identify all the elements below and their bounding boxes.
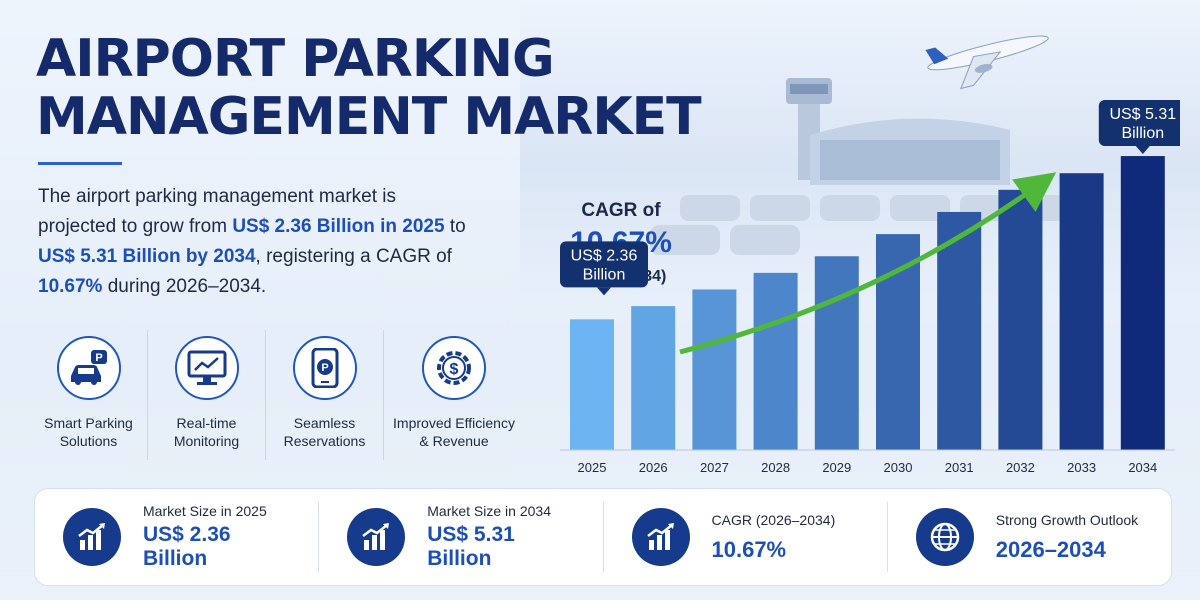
title-line-2: MANAGEMENT MARKET xyxy=(36,87,702,147)
growth-chart-icon xyxy=(631,508,690,566)
callout-text: US$ 2.36 xyxy=(571,247,638,264)
airport-scene-illustration xyxy=(650,35,1090,255)
callout-text: Billion xyxy=(583,266,626,283)
bar-2033 xyxy=(1059,173,1104,450)
stat-market-size-2034: Market Size in 2034 US$ 5.31 Billion xyxy=(319,502,604,572)
feature-label: Smart Parking Solutions xyxy=(44,415,133,449)
title-underline xyxy=(38,162,122,165)
stat-label: Market Size in 2025 xyxy=(143,503,267,519)
page-title: AIRPORT PARKING MANAGEMENT MARKET xyxy=(36,30,716,146)
car-parking-icon: P xyxy=(56,336,121,400)
x-tick-label: 2027 xyxy=(700,460,729,475)
x-tick-label: 2026 xyxy=(639,460,668,475)
bar-2032 xyxy=(998,189,1043,451)
stat-label: CAGR (2026–2034) xyxy=(711,512,836,528)
x-tick-label: 2028 xyxy=(761,460,790,475)
desc-text-3: , registering a CAGR of xyxy=(255,246,452,267)
bar-2026 xyxy=(631,306,676,450)
feature-real-time-monitoring: Real-time Monitoring xyxy=(148,330,266,460)
svg-text:P: P xyxy=(95,352,102,364)
phone-parking-icon: P xyxy=(292,336,357,400)
bar-2028 xyxy=(753,272,798,450)
x-tick-label: 2034 xyxy=(1128,460,1157,475)
x-tick-label: 2030 xyxy=(884,460,913,475)
stat-label: Strong Growth Outlook xyxy=(995,512,1139,528)
bar-2031 xyxy=(937,211,982,450)
feature-improved-efficiency: $ Improved Efficiency & Revenue xyxy=(384,330,524,460)
svg-text:$: $ xyxy=(450,361,459,378)
bar-2027 xyxy=(692,289,737,450)
start-value-callout: US$ 2.36 Billion xyxy=(560,241,648,296)
stat-cagr: CAGR (2026–2034) 10.67% xyxy=(604,502,888,572)
feature-label: Improved Efficiency & Revenue xyxy=(393,415,515,449)
x-tick-label: 2033 xyxy=(1067,460,1096,475)
feature-label: Real-time Monitoring xyxy=(173,415,240,449)
feature-label: Seamless Reservations xyxy=(283,415,366,449)
market-growth-bar-chart: 2025 2026 2027 2028 2029 2030 2031 2032 2033 2034… xyxy=(560,100,1180,475)
callout-box xyxy=(1098,100,1180,147)
growth-trend-arrow xyxy=(679,172,1057,355)
market-description: The airport parking management market is… xyxy=(38,182,478,302)
stat-value: US$ 2.36 Billion xyxy=(143,523,231,570)
callout-text: Billion xyxy=(1121,125,1164,142)
stat-growth-outlook: Strong Growth Outlook 2026–2034 xyxy=(888,502,1171,572)
stat-label: Market Size in 2034 xyxy=(427,503,551,519)
desc-highlight-2034: US$ 5.31 Billion by 2034 xyxy=(38,246,256,267)
feature-row: P Smart Parking Solutions Real-time Moni… xyxy=(30,330,530,460)
desc-text-2: to xyxy=(444,216,466,237)
x-tick-label: 2031 xyxy=(945,460,974,475)
stat-market-size-2025: Market Size in 2025 US$ 2.36 Billion xyxy=(35,502,320,572)
desc-text-4: during 2026–2034. xyxy=(102,276,267,297)
summary-stats-bar: Market Size in 2025 US$ 2.36 Billion Mar… xyxy=(34,488,1172,586)
callout-box xyxy=(560,241,648,288)
dollar-gear-icon: $ xyxy=(422,336,486,400)
callout-pointer xyxy=(597,287,611,296)
cagr-callout-label: CAGR of xyxy=(581,200,661,221)
monitor-chart-icon xyxy=(174,336,239,400)
stat-value: 2026–2034 xyxy=(995,537,1106,562)
stat-value: 10.67% xyxy=(711,537,787,562)
desc-text-1: The airport parking management market is… xyxy=(38,186,396,237)
growth-chart-icon xyxy=(63,508,121,566)
desc-highlight-2025: US$ 2.36 Billion in 2025 xyxy=(232,216,445,237)
feature-seamless-reservations: P Seamless Reservations xyxy=(266,330,384,460)
desc-highlight-cagr: 10.67% xyxy=(38,276,103,297)
svg-text:P: P xyxy=(321,362,328,374)
growth-chart-icon xyxy=(347,508,406,566)
callout-text: US$ 5.31 xyxy=(1109,106,1176,123)
callout-pointer xyxy=(1135,146,1150,155)
x-tick-label: 2032 xyxy=(1006,460,1035,475)
stat-value: US$ 5.31 Billion xyxy=(427,523,515,570)
bar-2025 xyxy=(570,319,614,450)
end-value-callout: US$ 5.31 Billion xyxy=(1098,100,1180,155)
bar-2030 xyxy=(876,234,920,450)
feature-smart-parking: P Smart Parking Solutions xyxy=(30,330,148,460)
x-tick-label: 2029 xyxy=(822,460,851,475)
bar-2034 xyxy=(1120,156,1165,450)
title-line-1: AIRPORT PARKING xyxy=(36,29,555,89)
bar-2029 xyxy=(814,256,859,450)
x-tick-label: 2025 xyxy=(578,460,607,475)
globe-icon xyxy=(915,508,974,566)
